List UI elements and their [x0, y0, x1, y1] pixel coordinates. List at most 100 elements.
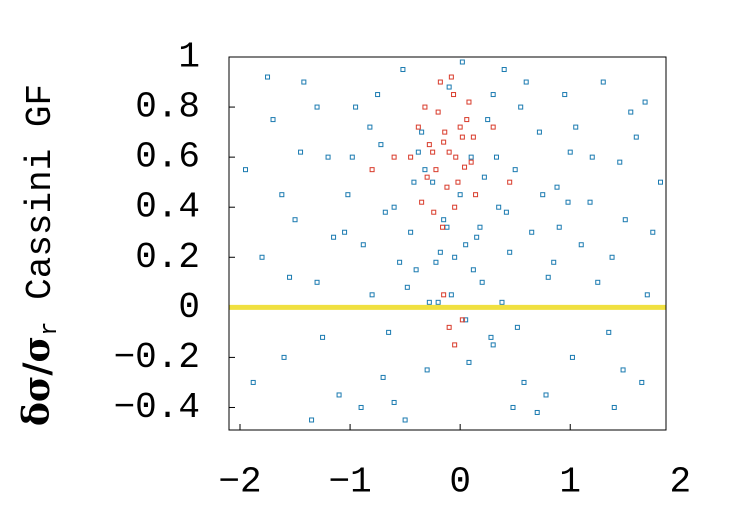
point: [424, 174, 430, 180]
point: [422, 104, 428, 110]
point: [536, 129, 542, 135]
point: [481, 174, 487, 180]
point: [386, 329, 392, 335]
point: [309, 417, 315, 423]
point: [657, 179, 663, 185]
point: [622, 217, 628, 223]
point: [446, 84, 452, 90]
point: [507, 249, 513, 255]
point: [529, 229, 535, 235]
point: [404, 284, 410, 290]
point: [301, 79, 307, 85]
point: [250, 379, 256, 385]
point: [314, 104, 320, 110]
point: [490, 92, 496, 98]
point: [397, 259, 403, 265]
point: [430, 179, 436, 185]
point: [540, 192, 546, 198]
point: [442, 129, 448, 135]
point: [633, 134, 639, 140]
point: [466, 99, 472, 105]
point: [455, 179, 461, 185]
plot-frame: [228, 56, 667, 431]
x-tick-label: 1: [559, 462, 581, 503]
point: [501, 67, 507, 73]
point: [567, 149, 573, 155]
y-tick-label: 0.8: [135, 87, 200, 128]
point: [514, 324, 520, 330]
point: [298, 149, 304, 155]
x-tick-label: −2: [218, 462, 261, 503]
point: [496, 204, 502, 210]
point: [345, 192, 351, 198]
point: [589, 154, 595, 160]
point: [446, 149, 452, 155]
point: [474, 234, 480, 240]
point: [433, 167, 439, 173]
point: [320, 334, 326, 340]
point: [336, 392, 342, 398]
point: [466, 359, 472, 365]
point: [408, 229, 414, 235]
point: [426, 299, 432, 305]
point: [452, 204, 458, 210]
point: [349, 154, 355, 160]
point: [279, 192, 285, 198]
point: [459, 317, 465, 323]
point: [499, 299, 505, 305]
y-tick-label: 0.2: [135, 237, 200, 278]
point: [457, 124, 463, 130]
point: [382, 209, 388, 215]
point: [569, 354, 575, 360]
point: [628, 109, 634, 115]
point: [360, 242, 366, 248]
point: [512, 167, 518, 173]
point: [367, 124, 373, 130]
y-label-space: [20, 300, 61, 322]
y-axis-label: δσ/σr Cassini GF: [16, 84, 64, 426]
point: [490, 124, 496, 130]
point: [375, 92, 381, 98]
point: [490, 342, 496, 348]
point: [554, 184, 560, 190]
point: [479, 279, 485, 285]
point: [587, 199, 593, 205]
point: [391, 204, 397, 210]
point: [358, 404, 364, 410]
point: [463, 242, 469, 248]
point: [503, 209, 509, 215]
point: [400, 67, 406, 73]
point: [259, 254, 265, 260]
point: [600, 79, 606, 85]
point: [265, 74, 271, 80]
point: [468, 159, 474, 165]
point: [453, 154, 459, 160]
point: [243, 167, 249, 173]
point: [644, 292, 650, 298]
point: [578, 242, 584, 248]
x-tick-label: 0: [449, 462, 471, 503]
point: [639, 379, 645, 385]
point: [369, 167, 375, 173]
point: [565, 199, 571, 205]
point: [441, 217, 447, 223]
point: [523, 79, 529, 85]
point: [545, 274, 551, 280]
point: [556, 224, 562, 230]
y-label-rest: Cassini GF: [20, 84, 61, 300]
point: [463, 317, 469, 323]
point: [433, 259, 439, 265]
point: [650, 229, 656, 235]
point: [620, 367, 626, 373]
point: [441, 292, 447, 298]
point: [270, 117, 276, 123]
point: [391, 399, 397, 405]
y-tick-label: 1: [178, 37, 200, 78]
y-tick-label: −0.2: [114, 337, 200, 378]
point: [485, 117, 491, 123]
point: [415, 149, 421, 155]
point: [477, 224, 483, 230]
point: [419, 199, 425, 205]
